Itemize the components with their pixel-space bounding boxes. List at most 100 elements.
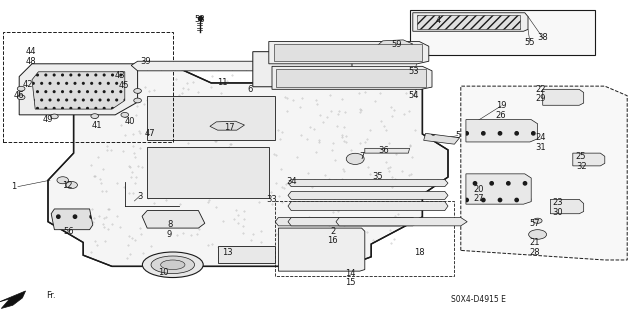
Text: 45: 45 [118, 81, 129, 90]
Polygon shape [288, 202, 448, 211]
Polygon shape [378, 40, 413, 48]
Polygon shape [51, 209, 93, 230]
Ellipse shape [57, 177, 68, 184]
Text: 58: 58 [195, 15, 205, 24]
Text: 32: 32 [576, 162, 586, 171]
Text: 28: 28 [529, 248, 540, 256]
Polygon shape [288, 218, 419, 226]
Ellipse shape [51, 114, 58, 119]
Text: 8: 8 [167, 220, 172, 229]
Polygon shape [461, 86, 627, 260]
Text: 31: 31 [536, 143, 546, 152]
Polygon shape [288, 180, 448, 187]
Text: 10: 10 [158, 268, 168, 277]
Polygon shape [288, 191, 448, 199]
Ellipse shape [134, 89, 141, 93]
Polygon shape [32, 72, 125, 109]
Polygon shape [573, 153, 605, 166]
Text: 14: 14 [346, 269, 356, 278]
Text: 47: 47 [145, 130, 156, 138]
Polygon shape [410, 10, 595, 55]
Ellipse shape [121, 113, 129, 117]
Text: 34: 34 [286, 177, 296, 186]
Text: 7: 7 [359, 152, 364, 161]
Polygon shape [278, 228, 365, 271]
Polygon shape [543, 89, 584, 105]
Text: 25: 25 [576, 152, 586, 161]
Text: 44: 44 [26, 47, 36, 56]
Text: 46: 46 [14, 91, 24, 100]
Ellipse shape [151, 256, 195, 273]
Text: 9: 9 [167, 230, 172, 239]
Text: 6: 6 [247, 85, 252, 94]
Ellipse shape [91, 114, 99, 119]
Text: 22: 22 [536, 85, 546, 94]
Text: 41: 41 [92, 121, 102, 130]
Text: Fr.: Fr. [46, 291, 56, 300]
Polygon shape [210, 121, 244, 130]
Text: 35: 35 [372, 172, 383, 181]
Polygon shape [19, 64, 138, 115]
Text: 33: 33 [266, 195, 276, 204]
Text: 11: 11 [218, 78, 228, 87]
Ellipse shape [143, 252, 204, 278]
Text: 26: 26 [496, 111, 506, 120]
Text: 20: 20 [474, 185, 484, 194]
Text: 29: 29 [536, 94, 546, 103]
Ellipse shape [17, 86, 25, 91]
Polygon shape [269, 41, 429, 64]
Text: 30: 30 [553, 208, 563, 217]
Ellipse shape [529, 230, 547, 239]
Polygon shape [147, 96, 275, 140]
Text: 38: 38 [538, 33, 548, 42]
Text: 24: 24 [536, 133, 546, 142]
Text: 18: 18 [414, 248, 424, 256]
Text: 48: 48 [26, 57, 36, 66]
Polygon shape [276, 69, 426, 87]
Polygon shape [466, 174, 531, 204]
Polygon shape [424, 133, 460, 144]
Polygon shape [274, 44, 422, 61]
Ellipse shape [17, 95, 25, 100]
Text: 40: 40 [125, 117, 135, 126]
Text: 16: 16 [328, 236, 338, 245]
Text: 55: 55 [525, 38, 535, 47]
Text: 36: 36 [379, 146, 389, 155]
Text: 5: 5 [455, 131, 460, 140]
Text: 54: 54 [409, 91, 419, 100]
Text: 12: 12 [62, 181, 72, 189]
Polygon shape [275, 218, 406, 226]
Text: 23: 23 [553, 198, 563, 207]
Polygon shape [253, 52, 352, 87]
Polygon shape [466, 120, 538, 142]
Text: 21: 21 [529, 238, 540, 247]
Ellipse shape [66, 182, 77, 189]
Ellipse shape [346, 153, 364, 165]
Polygon shape [48, 64, 448, 266]
Polygon shape [550, 199, 584, 214]
Text: 15: 15 [346, 278, 356, 287]
Polygon shape [218, 246, 275, 263]
Text: 27: 27 [474, 194, 484, 203]
Text: 2: 2 [330, 227, 335, 236]
Text: 53: 53 [409, 67, 419, 76]
Text: 4: 4 [436, 16, 441, 25]
Polygon shape [272, 66, 432, 89]
Text: 56: 56 [64, 227, 74, 236]
Text: S0X4-D4915 E: S0X4-D4915 E [451, 295, 506, 304]
Ellipse shape [161, 260, 185, 270]
Ellipse shape [134, 98, 141, 103]
Ellipse shape [533, 218, 542, 223]
Text: 17: 17 [224, 123, 234, 132]
Polygon shape [142, 211, 205, 228]
Text: 49: 49 [43, 115, 53, 124]
Polygon shape [413, 13, 528, 31]
Polygon shape [0, 291, 26, 308]
Polygon shape [365, 148, 410, 153]
Text: 59: 59 [392, 40, 402, 48]
Polygon shape [147, 147, 269, 198]
Text: 42: 42 [22, 80, 33, 89]
Text: 13: 13 [223, 249, 233, 257]
Text: 57: 57 [529, 219, 540, 228]
Polygon shape [417, 15, 520, 29]
